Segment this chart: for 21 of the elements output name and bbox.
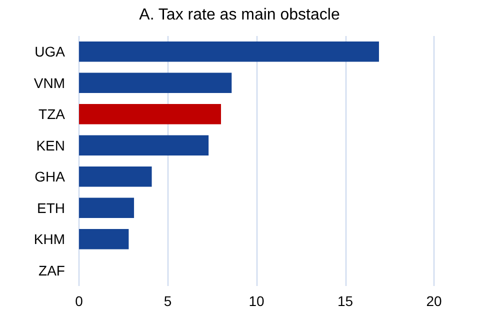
bar (79, 104, 221, 124)
y-tick-label: VNM (34, 74, 65, 91)
x-tick-label: 0 (75, 293, 84, 309)
bar (79, 228, 129, 250)
bar (79, 198, 134, 218)
x-tick-label: 15 (337, 293, 354, 309)
y-tick-label: ZAF (38, 262, 65, 278)
bar (79, 41, 379, 62)
x-tick-label: 10 (248, 293, 264, 309)
y-tick-label: TZA (38, 106, 66, 122)
x-tick-label: 20 (426, 293, 442, 309)
y-tick-label: UGA (34, 44, 66, 60)
bar (79, 135, 209, 156)
chart-title: A. Tax rate as main obstacle (139, 6, 340, 24)
x-tick-label: 5 (164, 293, 172, 309)
y-tick-label: KHM (34, 231, 65, 248)
bar (79, 72, 232, 94)
y-tick-label: GHA (34, 168, 66, 185)
bar (79, 166, 152, 187)
y-tick-label: ETH (37, 200, 65, 216)
y-tick-label: KEN (36, 137, 65, 154)
